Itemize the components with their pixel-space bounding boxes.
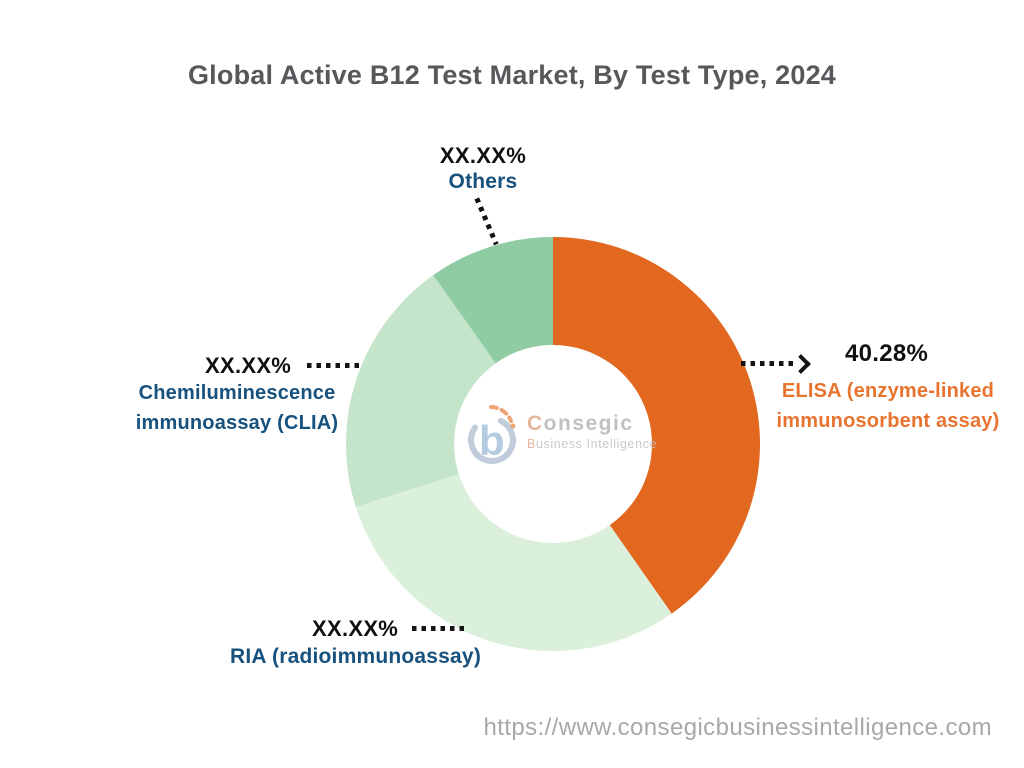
source-url: https://www.consegicbusinessintelligence… xyxy=(483,714,992,741)
clia-value: XX.XX% xyxy=(205,353,292,378)
elisa-label-line1: ELISA (enzyme-linked xyxy=(781,380,995,402)
chart-title: Global Active B12 Test Market, By Test T… xyxy=(187,60,837,90)
brand-watermark: b Consegic Business Intelligence xyxy=(466,400,657,468)
consegic-logo-icon: b xyxy=(468,405,516,464)
brand-tagline: Business Intelligence xyxy=(527,437,658,451)
donut-chart xyxy=(345,237,761,652)
donut-segment-clia xyxy=(345,275,496,507)
svg-text:b: b xyxy=(479,417,505,464)
callout-ria: RIA (radioimmunoassay) xyxy=(230,642,482,672)
brand-text-block: Consegic Business Intelligence xyxy=(527,400,658,452)
elisa-label-line2: immunosorbent assay) xyxy=(776,410,1000,432)
elisa-value: 40.28% xyxy=(845,340,929,367)
ria-value: XX.XX% xyxy=(312,616,399,641)
callout-others: XX.XX% Others xyxy=(403,143,563,195)
donut-segment-ria xyxy=(355,474,672,652)
clia-label-line2: immunoassay (CLIA) xyxy=(135,412,339,434)
callout-clia: Chemiluminescence immunoassay (CLIA) xyxy=(124,378,350,438)
elisa-connector-line xyxy=(741,361,793,366)
others-label: Others xyxy=(448,170,518,193)
ria-connector-line xyxy=(412,626,464,631)
callout-elisa: ELISA (enzyme-linked immunosorbent assay… xyxy=(768,376,1008,436)
donut-segment-others xyxy=(433,237,553,364)
donut-segment-elisa xyxy=(553,237,761,614)
elisa-arrowhead-icon xyxy=(791,354,811,374)
clia-label-line1: Chemiluminescence xyxy=(138,382,336,404)
brand-name: Consegic xyxy=(527,412,634,435)
clia-connector-line xyxy=(307,363,362,368)
others-value: XX.XX% xyxy=(439,143,527,168)
ria-label: RIA (radioimmunoassay) xyxy=(230,645,482,668)
